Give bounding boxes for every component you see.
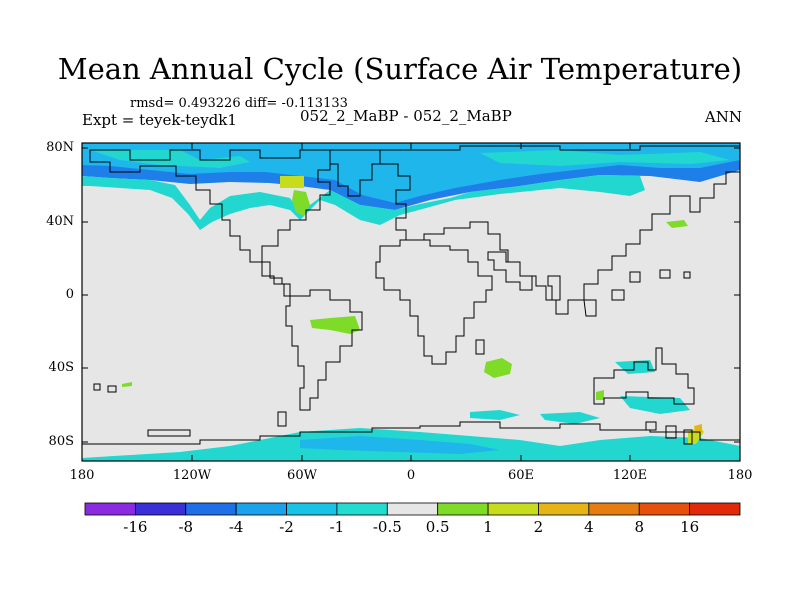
nh-cyan-fringe [82, 175, 645, 230]
colorbar-label: -1 [329, 518, 345, 536]
colorbar-label: -2 [279, 518, 294, 536]
green-patch-pacific [666, 220, 688, 228]
colorbar-swatch [386, 502, 439, 516]
coastline-europe-asia [379, 145, 740, 315]
lat-tick-label: 40S [48, 360, 74, 375]
coastline-madagascar [475, 339, 485, 355]
colorbar-label: 0.5 [425, 518, 450, 536]
colorbar-swatch [437, 502, 489, 516]
plot-title: Mean Annual Cycle (Surface Air Temperatu… [57, 52, 743, 86]
colorbar-swatch [235, 502, 287, 516]
coastline-new-guinea-nz [645, 421, 693, 445]
colorbar-label: -8 [178, 518, 194, 536]
lon-tick-label: 0 [406, 468, 416, 483]
season-label: ANN [704, 108, 742, 126]
colorbar-label: -0.5 [372, 518, 402, 536]
lon-tick-label: 180 [69, 468, 95, 483]
lat-tick-label: 40N [46, 214, 74, 229]
colorbar-label: 8 [634, 518, 644, 536]
case-label: 052_2_MaBP - 052_2_MaBP [300, 107, 512, 125]
colorbar-swatch [638, 502, 691, 516]
colorbar-swatch [336, 502, 388, 516]
lon-tick-label: 60W [287, 468, 317, 483]
coastline-south-america [285, 289, 363, 411]
coastline-africa [375, 239, 493, 365]
lat-tick-label: 0 [65, 287, 74, 302]
green-patch-indian-ocean [484, 358, 512, 378]
lon-tick-label: 120W [172, 468, 212, 483]
experiment-label: Expt = teyek-teydk1 [82, 111, 237, 129]
coastline-arabia-india [487, 251, 561, 301]
green-patch-south-america [310, 316, 360, 334]
coastline-antarctica [82, 421, 740, 445]
colorbar-swatch [84, 502, 136, 516]
antarctic-lightblue [300, 436, 500, 454]
axis-ticks [81, 143, 741, 461]
cyan-arctic-patches [90, 150, 730, 168]
southern-ocean-cyan [470, 360, 690, 424]
green-patch-australia [596, 390, 604, 400]
coastlines [82, 145, 740, 445]
lat-tick-label: 80S [48, 434, 74, 449]
lat-tick-label: 80N [46, 140, 74, 155]
yellow-patch-north-america [280, 176, 304, 188]
colorbar-label: 4 [584, 518, 594, 536]
colorbar-swatch [588, 502, 640, 516]
colorbar-label: -16 [123, 518, 148, 536]
coastline-small-islands [93, 383, 287, 437]
coastline-australia [593, 347, 695, 405]
lon-tick-label: 120E [612, 468, 648, 483]
coastline-southeast-asia [583, 269, 691, 317]
colorbar-swatch [134, 502, 187, 516]
green-patch-atlantic-small [122, 382, 132, 387]
field-shading [82, 143, 740, 461]
colorbar-label: 2 [533, 518, 544, 536]
colorbar-swatch [689, 502, 741, 516]
colorbar-label: -4 [228, 518, 244, 536]
colorbar-swatch [487, 502, 539, 516]
colorbar-label: 1 [483, 518, 493, 536]
coastline-north-america [89, 149, 331, 263]
lon-tick-label: 60E [507, 468, 535, 483]
colorbar-label: 16 [680, 518, 700, 536]
lon-tick-label: 180 [727, 468, 753, 483]
colorbar-swatch [538, 502, 590, 516]
colorbar-swatch [286, 502, 338, 516]
stats-line: rmsd= 0.493226 diff= -0.113133 [130, 96, 348, 111]
colorbar-swatch [185, 502, 237, 516]
